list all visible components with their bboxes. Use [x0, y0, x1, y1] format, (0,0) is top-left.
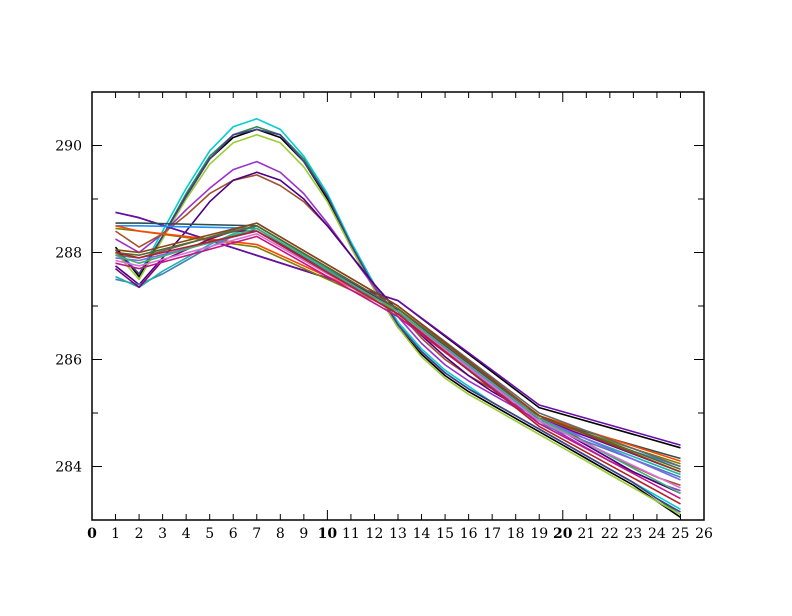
series-line-23: [115, 233, 681, 489]
plot-frame: [91, 91, 705, 521]
x-tick-label: 13: [389, 526, 407, 542]
series-line-5: [114, 128, 681, 513]
x-tick-label: 14: [413, 526, 431, 542]
x-tick-label: 18: [507, 526, 525, 542]
x-tick-label: 1: [111, 526, 120, 542]
y-tick-label: 284: [55, 460, 82, 476]
y-tick-label: 286: [55, 353, 82, 369]
x-tick-label: 4: [182, 526, 191, 542]
x-tick-label: 9: [299, 526, 308, 542]
x-tick-label: 5: [205, 526, 214, 542]
x-tick-label: 17: [483, 526, 501, 542]
series-line-24: [115, 235, 681, 500]
x-tick-label: 11: [342, 526, 360, 542]
x-tick-label: 8: [276, 526, 285, 542]
x-tick-label: 10: [318, 526, 338, 542]
series-line-4: [114, 134, 681, 516]
x-tick-label: 3: [158, 526, 167, 542]
x-tick-label: 26: [695, 526, 713, 542]
tick-label-layer: 0 1 2 3 4 5 6 7 8 9 10 11 12 13 14 15 16 17 18 19 20 21 22 23 24…: [55, 139, 713, 543]
x-tick-label: 2: [135, 526, 144, 542]
y-tick-label: 288: [55, 246, 82, 262]
series-layer: [114, 118, 681, 518]
series-line-10: [115, 211, 681, 446]
x-tick-label: 21: [577, 526, 595, 542]
x-tick-label: 24: [648, 526, 666, 542]
x-tick-label: 23: [624, 526, 642, 542]
series-line-20: [115, 222, 681, 473]
series-line-22: [115, 227, 681, 495]
x-tick-label: 16: [460, 526, 478, 542]
x-tick-label: 0: [87, 526, 97, 542]
x-tick-label: 7: [252, 526, 261, 542]
x-tick-label: 6: [229, 526, 238, 542]
x-tick-label: 22: [601, 526, 619, 542]
y-tick-label: 290: [55, 139, 82, 155]
x-tick-label: 20: [553, 526, 573, 542]
series-line-25: [115, 230, 681, 505]
x-tick-label: 19: [530, 526, 548, 542]
x-tick-label: 25: [672, 526, 690, 542]
x-tick-label: 12: [366, 526, 384, 542]
x-tick-label: 15: [436, 526, 454, 542]
